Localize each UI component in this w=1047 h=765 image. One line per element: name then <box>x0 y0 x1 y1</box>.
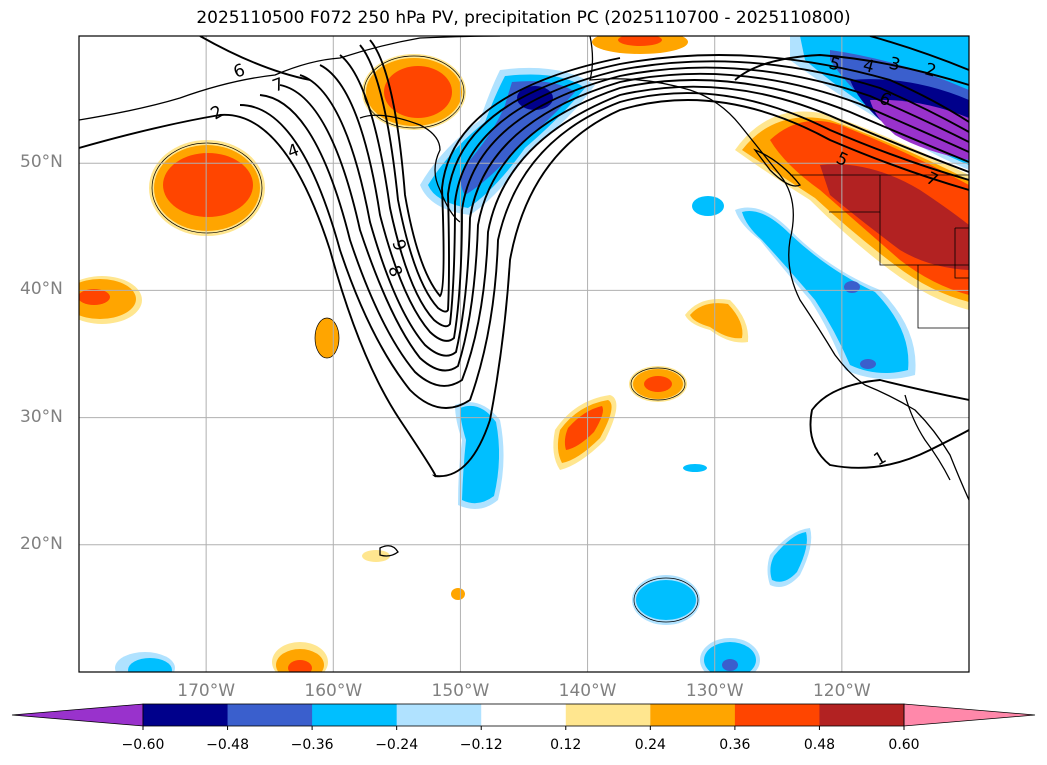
pv-contour-4 <box>259 85 969 387</box>
colorbar-extend-low <box>11 703 144 727</box>
latitude-tick-label: 40°N <box>20 279 63 300</box>
precip-positive-blob <box>163 153 253 217</box>
colorbar-tick-label: −0.24 <box>375 737 419 753</box>
alaska-coastline <box>79 36 501 121</box>
colorbar-tick-label: −0.48 <box>206 737 249 753</box>
latitude-tick-label: 20°N <box>20 533 63 554</box>
pv-contours <box>79 36 969 478</box>
colorbar-tick-label: 0.36 <box>719 737 751 753</box>
precip-positive-blob <box>690 303 743 339</box>
longitude-tick-label: 170°W <box>177 681 236 701</box>
longitude-tick-label: 160°W <box>304 681 363 701</box>
colorbar-tick-label: −0.12 <box>459 737 503 753</box>
precip-positive-blob <box>820 164 969 270</box>
precip-negative-blob <box>692 196 724 216</box>
pv-contour-upper-left <box>199 36 311 81</box>
map-grid <box>79 36 969 672</box>
pv-contour-california <box>809 379 969 469</box>
colorbar-segment <box>565 704 651 726</box>
precip-positive-blob <box>362 550 390 562</box>
pv-contour-2 <box>79 99 969 478</box>
precip-negative-blob <box>128 658 172 672</box>
longitude-tick-label: 130°W <box>685 681 744 701</box>
map-frame <box>78 35 970 673</box>
colorbar-segment <box>396 704 482 726</box>
precip-negative-blob <box>860 359 876 369</box>
precip-positive-blob <box>288 660 312 672</box>
colorbar-tick-label: −0.36 <box>290 737 334 753</box>
pv-label: 4 <box>861 56 877 78</box>
pv-contour-ak-panhandle <box>734 54 969 86</box>
precip-negative-blob <box>722 659 738 671</box>
pv-contour-6 <box>299 72 969 357</box>
colorbar-frame <box>142 703 905 727</box>
longitude-tick-label: 150°W <box>431 681 490 701</box>
pv-contour-inner <box>369 39 621 298</box>
colorbar-tick-label: 0.24 <box>634 737 666 753</box>
colorbar-tick-label: 0.48 <box>803 737 836 753</box>
precip-negative-blob <box>704 642 756 672</box>
colorbar <box>11 703 1036 730</box>
precip-negative-blob <box>636 580 696 620</box>
pv-contour-9 <box>359 44 969 313</box>
precip-positive-blob <box>644 376 672 392</box>
longitude-tick-label: 140°W <box>558 681 617 701</box>
pv-contour-upper-right <box>869 36 969 71</box>
chart-title: 2025110500 F072 250 hPa PV, precipitatio… <box>196 8 851 28</box>
pv-contour-3 <box>239 92 969 409</box>
precip-negative-blob <box>683 464 707 472</box>
precip-positive-blob <box>79 289 110 305</box>
latitude-tick-label: 50°N <box>20 152 63 173</box>
map-plot-area: 6 7 2 4 9 8 5 4 3 2 5 6 7 1 <box>79 36 969 672</box>
colorbar-segment <box>819 704 905 726</box>
pv-contour-5 <box>279 79 969 372</box>
pv-contour-7 <box>319 64 969 342</box>
precip-positive-blob <box>564 406 603 450</box>
precip-positive-blob <box>618 36 662 46</box>
latitude-tick-label: 30°N <box>20 406 63 427</box>
baja-coastline <box>904 394 951 481</box>
colorbar-tick-label: 0.12 <box>550 737 582 753</box>
colorbar-segment <box>227 704 313 726</box>
vancouver-island <box>753 148 802 187</box>
hawaii-island <box>379 545 399 557</box>
colorbar-extend-high <box>903 703 1036 727</box>
state-borders <box>790 174 969 329</box>
precip-negative-blob <box>742 210 909 374</box>
colorbar-segment <box>481 704 567 726</box>
pv-label: 5 <box>827 54 843 76</box>
colorbar-segment <box>312 704 398 726</box>
colorbar-segment <box>734 704 820 726</box>
precip-negative-blob <box>844 281 860 293</box>
coastlines <box>79 36 969 557</box>
pv-contour-8 <box>339 54 969 328</box>
colorbar-segment <box>143 704 229 726</box>
north-america-coastline <box>589 36 969 501</box>
longitude-tick-label: 120°W <box>812 681 871 701</box>
colorbar-segment <box>650 704 736 726</box>
precip-positive-blob <box>451 588 465 600</box>
colorbar-tick-label: 0.60 <box>888 737 920 753</box>
colorbar-tick-label: −0.60 <box>121 737 165 753</box>
pv-label: 2 <box>923 60 939 82</box>
pv-label: 3 <box>887 54 903 76</box>
precip-positive-blob <box>384 66 452 118</box>
precip-negative-blob <box>460 405 500 504</box>
alaska-peninsula-coastline <box>359 114 461 223</box>
